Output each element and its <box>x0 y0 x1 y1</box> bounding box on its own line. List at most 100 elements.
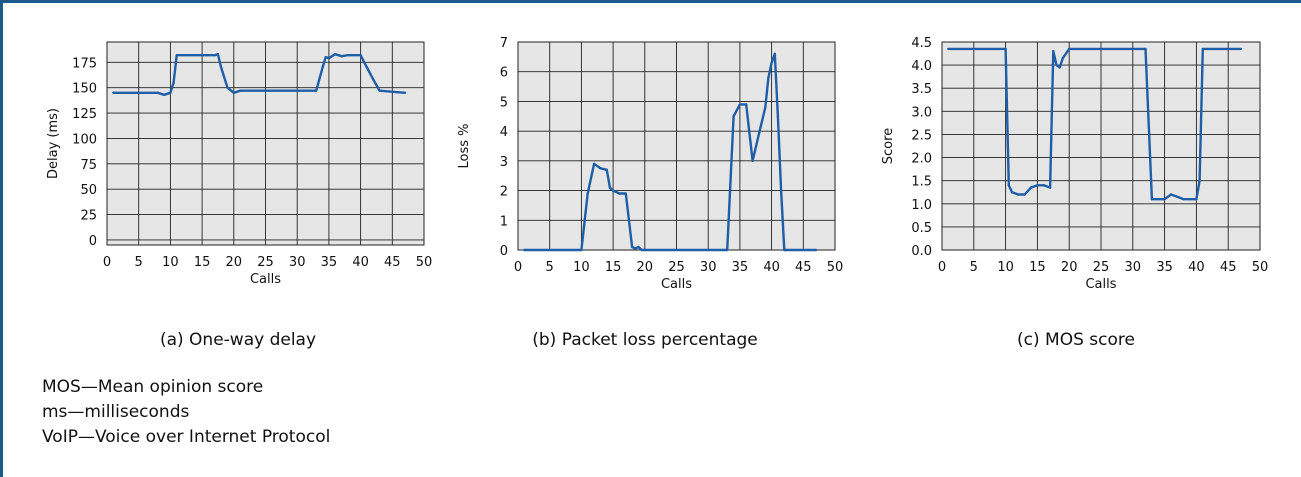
x-tick-label: 20 <box>1061 260 1078 275</box>
data-point <box>1169 193 1173 196</box>
data-point <box>757 132 761 136</box>
x-tick-label: 25 <box>257 255 274 270</box>
x-tick-label: 35 <box>732 260 749 275</box>
data-point <box>767 76 770 79</box>
data-point <box>1058 66 1061 69</box>
data-point <box>172 81 175 84</box>
y-tick-label: 3.0 <box>911 105 932 120</box>
x-tick-label: 25 <box>668 260 685 275</box>
data-point <box>1176 195 1179 199</box>
x-tick-label: 50 <box>416 255 433 270</box>
x-tick-label: 5 <box>970 260 978 275</box>
series-line-delay <box>113 53 406 97</box>
x-axis-label-loss: Calls <box>661 277 692 292</box>
data-point <box>1052 50 1055 53</box>
x-tick-label: 50 <box>827 260 844 275</box>
y-tick-label: 1 <box>500 214 508 229</box>
data-point <box>947 47 950 51</box>
y-tick-label: 0.0 <box>911 244 932 259</box>
data-point <box>1017 193 1020 196</box>
data-point <box>618 192 621 195</box>
data-point <box>1188 197 1192 201</box>
data-point <box>162 93 166 96</box>
data-point <box>630 245 634 249</box>
y-tick-label: 75 <box>80 158 97 173</box>
y-tick-label: 3 <box>500 155 508 170</box>
data-point <box>738 103 742 106</box>
data-point <box>169 91 172 94</box>
caption-mos: (c) MOS score <box>1017 330 1135 350</box>
data-point <box>112 91 115 94</box>
x-tick-label: 10 <box>573 260 590 275</box>
data-point <box>334 52 337 56</box>
y-axis-label-delay: Delay (ms) <box>46 108 61 179</box>
data-point <box>732 115 735 118</box>
data-point <box>346 53 350 57</box>
data-point <box>1144 47 1147 51</box>
data-point <box>226 86 229 89</box>
x-tick-label: 10 <box>997 260 1014 275</box>
data-point <box>745 103 748 106</box>
y-tick-label: 2.5 <box>911 128 932 143</box>
data-point <box>156 91 159 94</box>
data-point <box>1157 197 1160 201</box>
data-point <box>764 106 767 109</box>
x-tick-label: 0 <box>103 255 111 270</box>
data-point <box>1029 186 1033 189</box>
data-point <box>1023 193 1026 196</box>
y-tick-label: 100 <box>72 132 97 147</box>
x-tick-label: 20 <box>637 260 654 275</box>
data-point <box>324 56 327 59</box>
chart-mos: 0 5 10 15 20 25 30 35 40 45 50 0.0 0.5 1.0 1.5 2.0 2.5 3.… <box>881 36 1268 292</box>
data-point <box>776 115 780 118</box>
data-point <box>592 162 596 166</box>
x-tick-label: 15 <box>194 255 211 270</box>
data-point <box>608 186 612 189</box>
data-point <box>321 66 324 69</box>
data-point <box>1061 56 1065 60</box>
y-tick-label: 7 <box>500 36 508 51</box>
data-point <box>770 61 773 64</box>
data-point <box>1007 184 1010 187</box>
data-point <box>605 168 608 171</box>
data-point <box>359 53 362 57</box>
data-point <box>643 248 646 252</box>
y-tick-label: 6 <box>500 66 508 81</box>
x-tick-label: 35 <box>321 255 338 270</box>
y-tick-label: 25 <box>80 209 97 224</box>
chart-delay: 0 5 10 15 20 25 30 35 40 45 50 0 25 50 75 100 125 150 175 C… <box>46 41 433 287</box>
data-point <box>315 89 318 92</box>
x-tick-label: 5 <box>135 255 143 270</box>
data-point <box>1195 197 1198 201</box>
data-point <box>1048 186 1052 189</box>
y-tick-label: 1.5 <box>911 175 932 190</box>
x-tick-label: 0 <box>938 260 946 275</box>
x-tick-label: 40 <box>1188 260 1205 275</box>
data-point <box>1150 197 1154 201</box>
y-tick-label: 4 <box>500 125 508 140</box>
x-tick-label: 35 <box>1156 260 1173 275</box>
y-tick-label: 4.0 <box>911 59 932 74</box>
data-point <box>232 91 235 94</box>
x-tick-label: 20 <box>226 255 243 270</box>
data-point <box>751 159 754 163</box>
data-point <box>726 248 729 252</box>
x-tick-label: 15 <box>605 260 622 275</box>
data-point <box>1201 47 1204 51</box>
x-axis-label-delay: Calls <box>250 272 281 287</box>
x-tick-label: 15 <box>1029 260 1046 275</box>
data-point <box>1004 47 1007 51</box>
data-point <box>327 57 331 60</box>
data-point <box>814 248 818 252</box>
x-tick-label: 30 <box>1125 260 1142 275</box>
x-tick-label: 30 <box>289 255 306 270</box>
data-point <box>1239 47 1243 51</box>
data-point <box>213 53 216 57</box>
y-tick-label: 5 <box>500 95 508 110</box>
data-point <box>634 247 637 250</box>
x-tick-label: 30 <box>700 260 717 275</box>
data-point <box>637 245 640 249</box>
y-axis-label-mos: Score <box>881 128 896 164</box>
